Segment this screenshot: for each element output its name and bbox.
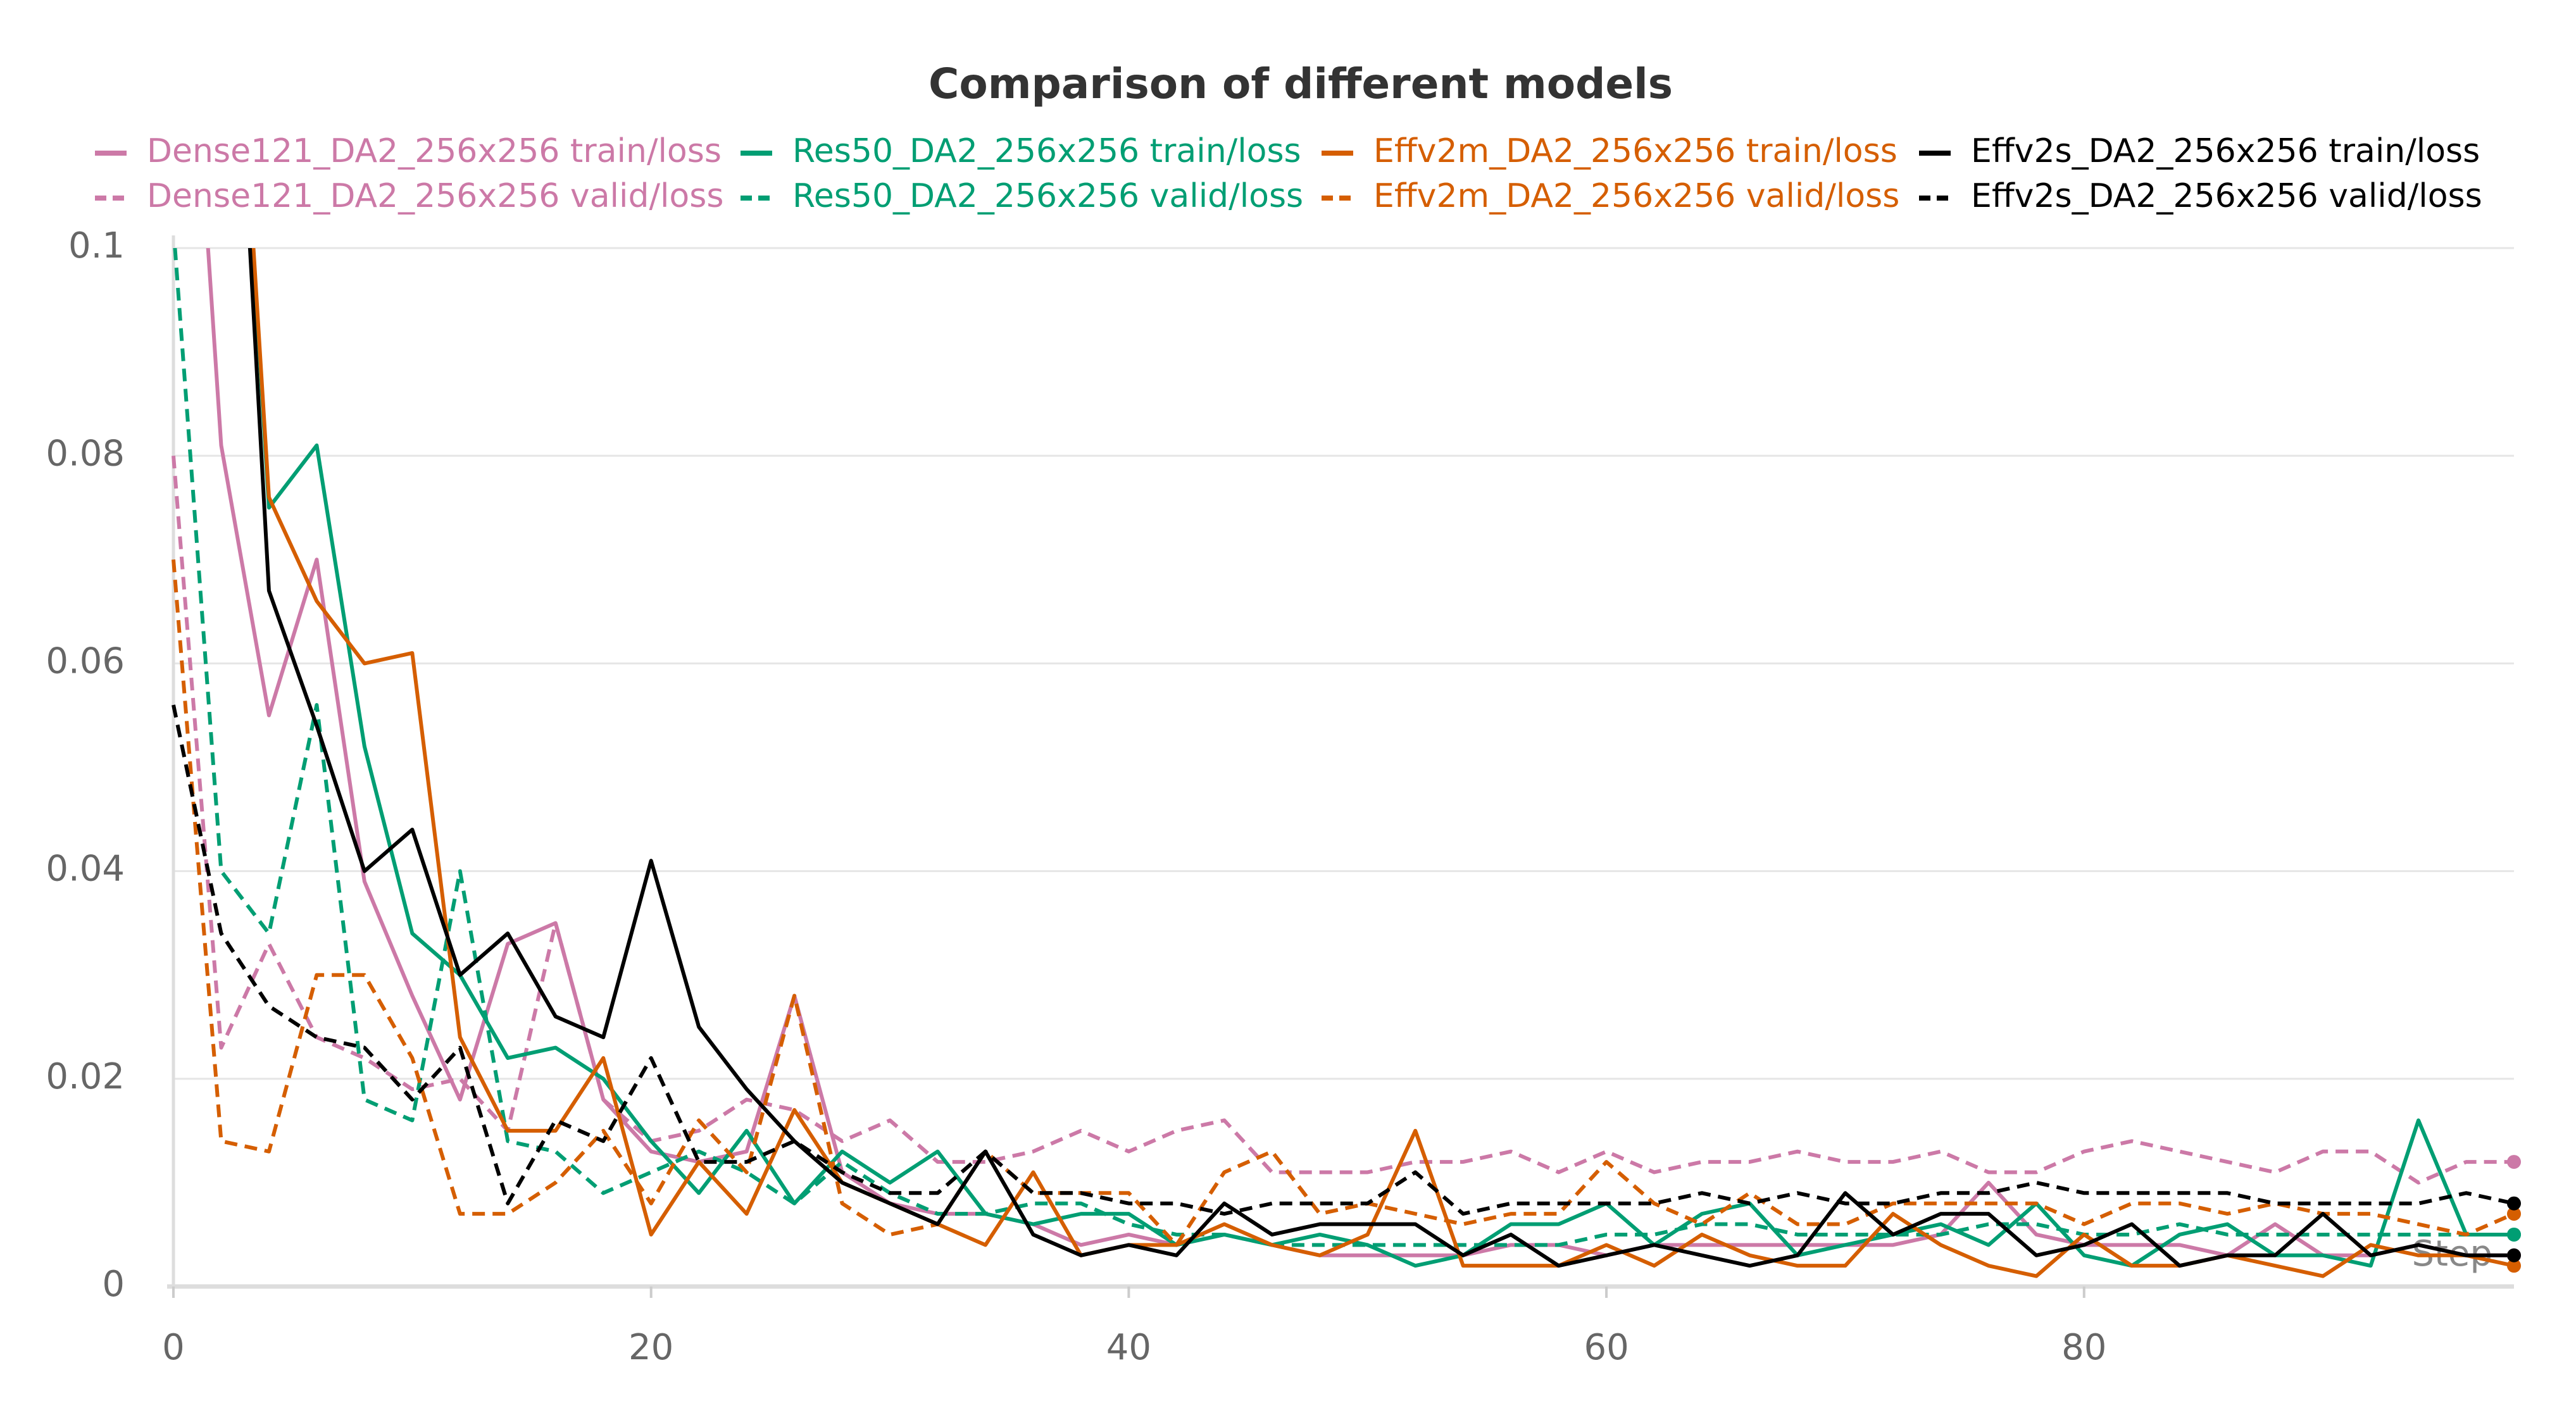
end-dot (2507, 1155, 2521, 1169)
y-tick-label: 0.02 (46, 1056, 125, 1097)
end-dot (2507, 1227, 2521, 1242)
x-tick-label: 80 (2061, 1327, 2106, 1368)
legend-label: Dense121_DA2_256x256 valid/loss (147, 177, 723, 215)
legend-label: Res50_DA2_256x256 valid/loss (792, 177, 1303, 215)
legend-label: Effv2m_DA2_256x256 train/loss (1373, 132, 1898, 170)
legend-label: Effv2m_DA2_256x256 valid/loss (1373, 177, 1899, 215)
x-tick-label: 40 (1106, 1327, 1151, 1368)
series-line (251, 248, 2514, 1268)
legend-label: Res50_DA2_256x256 train/loss (792, 132, 1301, 170)
y-tick-label: 0 (102, 1264, 125, 1305)
y-tick-label: 0.1 (68, 225, 125, 266)
series-line (172, 455, 2514, 1185)
end-dot (2507, 1259, 2521, 1273)
y-tick-label: 0.06 (46, 641, 125, 682)
y-tick-label: 0.04 (46, 849, 125, 890)
plot-area (172, 248, 2515, 1278)
end-dot (2507, 1248, 2521, 1262)
series-line (172, 704, 2515, 1216)
series-line (173, 248, 2514, 1247)
series-line (172, 559, 2515, 1247)
series-line (247, 248, 2514, 1268)
series-line (251, 248, 2515, 1278)
x-tick-label: 20 (628, 1327, 673, 1368)
end-dot (2507, 1207, 2521, 1221)
legend-label: Dense121_DA2_256x256 train/loss (147, 132, 722, 170)
legend-label: Effv2s_DA2_256x256 valid/loss (1971, 177, 2482, 215)
x-tick-label: 0 (162, 1327, 185, 1368)
x-tick-label: 60 (1584, 1327, 1629, 1368)
legend-label: Effv2s_DA2_256x256 train/loss (1971, 132, 2480, 170)
chart-title: Comparison of different models (928, 59, 1673, 108)
y-tick-label: 0.08 (46, 433, 125, 474)
end-dot (2507, 1196, 2521, 1211)
